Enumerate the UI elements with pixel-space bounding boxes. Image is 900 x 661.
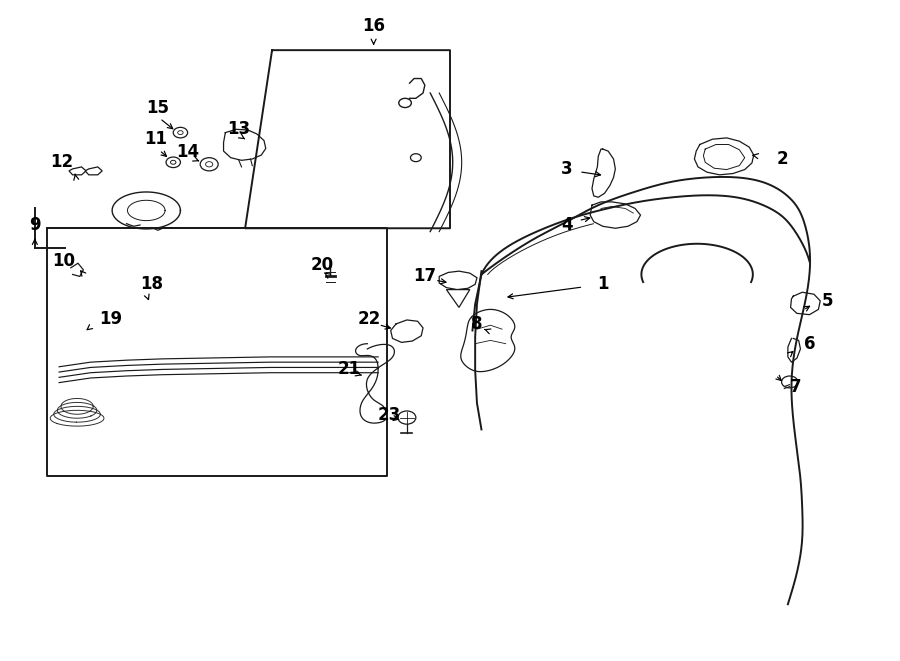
Text: 19: 19 [99, 309, 122, 328]
Text: 1: 1 [597, 276, 608, 293]
Text: 12: 12 [50, 153, 74, 171]
Text: 18: 18 [140, 276, 163, 293]
Text: 3: 3 [561, 160, 572, 178]
Text: 16: 16 [362, 17, 385, 35]
Text: 8: 8 [472, 315, 482, 333]
Text: 6: 6 [804, 334, 815, 353]
Text: 20: 20 [310, 256, 334, 274]
Text: 14: 14 [176, 143, 199, 161]
Text: 22: 22 [357, 310, 381, 329]
Text: 13: 13 [228, 120, 250, 138]
Text: 2: 2 [777, 150, 788, 168]
Text: 10: 10 [52, 253, 75, 270]
Text: 15: 15 [147, 98, 169, 116]
Text: 11: 11 [144, 130, 166, 148]
Text: 21: 21 [338, 360, 361, 377]
Text: 9: 9 [29, 216, 40, 234]
Text: 23: 23 [377, 406, 400, 424]
Text: 4: 4 [561, 216, 572, 234]
Text: 7: 7 [790, 377, 802, 395]
Text: 17: 17 [413, 268, 436, 286]
Polygon shape [446, 290, 470, 307]
Text: 5: 5 [822, 292, 833, 310]
Polygon shape [439, 271, 477, 290]
